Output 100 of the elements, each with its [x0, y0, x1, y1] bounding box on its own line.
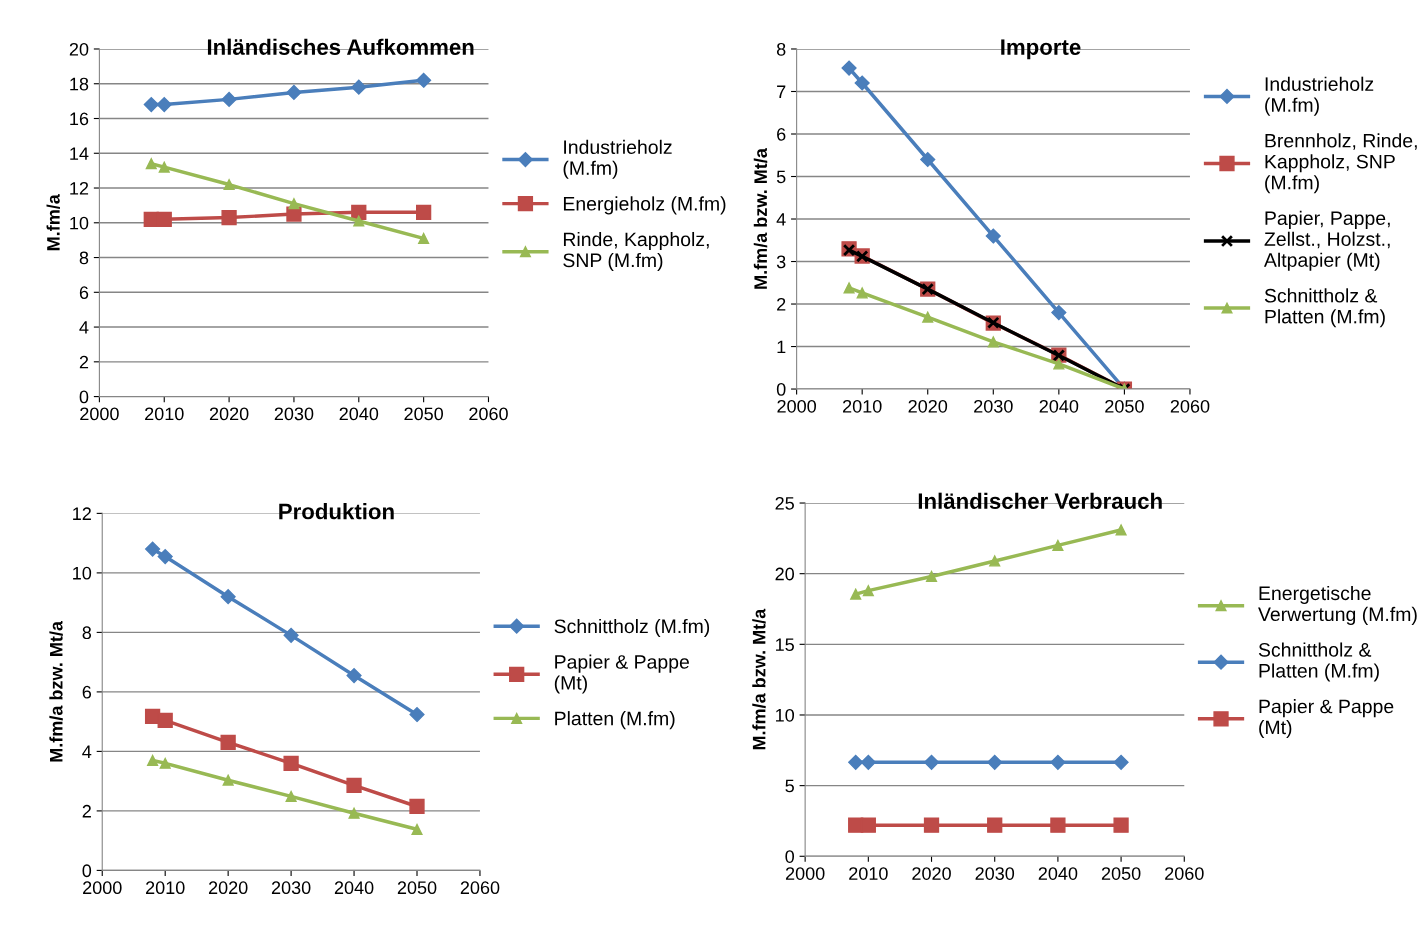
y-tick-label: 5	[776, 170, 786, 184]
x-tick-label: 2060	[460, 881, 500, 895]
y-tick-label: 20	[69, 42, 89, 56]
x-tick-label: 2040	[1038, 867, 1078, 880]
point	[989, 555, 1001, 567]
point	[351, 79, 367, 95]
legend-label: Industrieholz (M.fm)	[563, 139, 672, 179]
point	[1050, 754, 1066, 770]
x-tick-label: 2040	[339, 407, 379, 421]
point	[1113, 754, 1129, 770]
point	[145, 158, 157, 170]
legend-label: Platten (M.fm)	[555, 711, 675, 730]
x-tick-label: 2040	[334, 881, 374, 895]
chart-title: Produktion	[279, 503, 394, 520]
y-tick-label: 0	[785, 850, 795, 863]
x-tick-label: 2030	[975, 867, 1015, 880]
point	[987, 336, 999, 348]
point	[156, 211, 172, 227]
point	[145, 541, 161, 557]
point	[1050, 817, 1066, 833]
point	[854, 75, 870, 91]
x-tick-label: 2020	[908, 399, 948, 413]
point	[985, 228, 1001, 244]
legend-label: Papier & Pappe (Mt)	[1259, 699, 1394, 739]
x-tick-label: 2040	[1039, 399, 1079, 413]
point	[860, 754, 876, 770]
x-tick-label: 2000	[785, 867, 825, 880]
point	[286, 84, 302, 101]
y-tick-label: 4	[776, 213, 786, 226]
chart-title: Inländisches Aufkommen	[207, 38, 474, 55]
legend-label: Schnittholz & Platten (M.fm)	[1258, 642, 1379, 682]
x-tick-label: 2060	[469, 407, 508, 421]
x-tick-label: 2000	[777, 399, 816, 413]
x-tick-label: 2020	[912, 867, 951, 880]
y-tick-label: 20	[775, 567, 795, 581]
x-tick-label: 2010	[145, 407, 184, 421]
y-tick-label: 18	[70, 77, 89, 91]
point	[353, 215, 365, 227]
y-tick-label: 16	[70, 112, 89, 126]
legend-label: Schnittholz & Platten (M.fm)	[1264, 288, 1385, 328]
point	[158, 161, 170, 173]
legend-label: Papier, Pappe, Zellst., Holzst., Altpapier (Mt)	[1263, 210, 1390, 271]
point	[283, 627, 299, 643]
point	[920, 151, 936, 168]
point	[1113, 817, 1129, 833]
point	[143, 97, 159, 113]
y-tick-label: 0	[79, 390, 89, 404]
point	[159, 757, 171, 769]
x-tick-label: 2060	[1170, 399, 1210, 413]
point	[220, 589, 236, 605]
y-tick-label: 7	[777, 85, 786, 99]
y-axis-title: M.fm/a bzw. Mt/a	[49, 620, 63, 762]
point	[220, 734, 236, 751]
point	[1115, 524, 1127, 536]
y-tick-label: 6	[777, 127, 786, 141]
legend-label: Energieholz (M.fm)	[563, 196, 726, 215]
y-tick-label: 2	[79, 355, 89, 369]
y-tick-label: 12	[70, 181, 89, 195]
y-tick-label: 10	[70, 216, 89, 230]
legend-label: Brennholz, Rinde, Kappholz, SNP (M.fm)	[1265, 133, 1417, 194]
y-tick-label: 4	[82, 745, 92, 758]
point	[923, 754, 940, 770]
x-tick-label: 2020	[209, 407, 249, 421]
point	[848, 754, 864, 770]
y-axis-title: M.fm/a bzw. Mt/a	[752, 608, 766, 750]
x-tick-label: 2050	[404, 407, 444, 421]
y-tick-label: 3	[776, 255, 786, 269]
x-tick-label: 2020	[208, 881, 248, 895]
point	[416, 72, 432, 88]
point	[1052, 539, 1064, 551]
point	[922, 311, 934, 323]
y-tick-label: 10	[73, 566, 92, 580]
point	[925, 570, 938, 583]
y-tick-label: 4	[79, 321, 89, 334]
point	[221, 209, 237, 226]
x-tick-label: 2030	[974, 399, 1013, 413]
point	[346, 667, 362, 684]
point	[346, 777, 362, 793]
point	[856, 287, 868, 299]
point	[1053, 358, 1065, 370]
point	[860, 817, 876, 833]
x-tick-label: 2000	[80, 407, 119, 421]
chart-title: Inländischer Verbrauch	[918, 492, 1162, 509]
y-tick-label: 1	[777, 340, 786, 354]
point	[157, 712, 173, 729]
point	[1051, 304, 1067, 321]
y-tick-label: 8	[82, 626, 92, 640]
x-tick-label: 2050	[1105, 399, 1144, 413]
y-tick-label: 12	[73, 507, 91, 520]
point	[843, 282, 855, 294]
y-axis-title: M.fm/a bzw. Mt/a	[753, 148, 768, 289]
point	[862, 585, 874, 597]
point	[987, 817, 1003, 833]
y-tick-label: 2	[777, 297, 786, 311]
y-tick-label: 0	[776, 382, 786, 396]
legend-label: Papier & Pappe (Mt)	[554, 654, 689, 694]
x-tick-label: 2010	[843, 399, 882, 413]
point	[147, 754, 159, 766]
x-tick-label: 2050	[397, 881, 437, 895]
legend-label: Schnittholz (M.fm)	[554, 618, 710, 637]
